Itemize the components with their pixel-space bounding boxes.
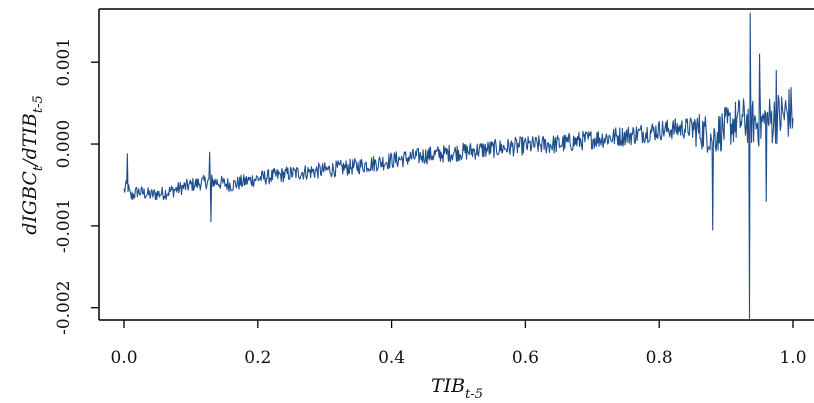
- x-tick-label: 0.4: [378, 348, 405, 368]
- x-tick-label: 0.2: [244, 348, 271, 368]
- x-axis-title-sub: t-5: [465, 387, 483, 402]
- y-axis-title-sub2: t-5: [31, 95, 46, 113]
- series-line: [123, 12, 794, 319]
- x-axis-title-base: TIB: [431, 375, 465, 397]
- y-tick-label: -0.002: [54, 281, 74, 335]
- x-axis-title: TIBt-5: [431, 375, 483, 402]
- y-axis-title: dIGBCt/dTIBt-5: [19, 95, 46, 235]
- series: [123, 12, 794, 319]
- y-axis-title-part2: /dTIB: [19, 113, 41, 168]
- x-tick-label: 0.8: [646, 348, 673, 368]
- x-tick-label: 1.0: [779, 348, 806, 368]
- axes: [98, 8, 814, 321]
- y-tick-label: 0.000: [54, 120, 74, 169]
- x-tick-label: 0.0: [110, 348, 137, 368]
- y-tick-label: 0.001: [54, 38, 74, 87]
- ticks: 0.0 0.2 0.4 0.6 0.8 1.0 -0.002 -0.001 0.000 0.001: [54, 38, 807, 368]
- y-tick-label: -0.001: [54, 199, 74, 253]
- y-axis-title-sub1: t: [31, 165, 46, 171]
- x-tick-label: 0.6: [512, 348, 539, 368]
- y-axis-title-part1: dIGBC: [19, 171, 41, 235]
